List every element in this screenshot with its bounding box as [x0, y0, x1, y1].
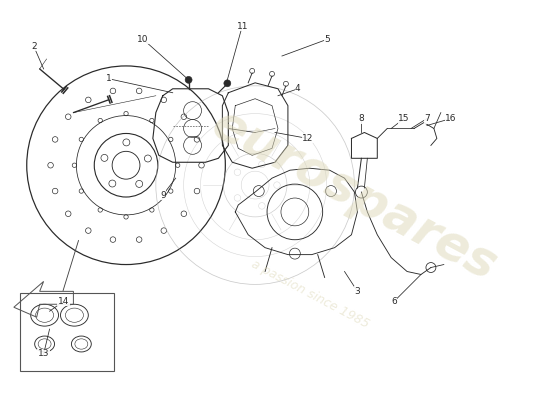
Text: 9: 9 — [160, 190, 166, 200]
Text: 13: 13 — [38, 350, 50, 358]
Text: 2: 2 — [31, 42, 36, 50]
Circle shape — [224, 80, 231, 87]
Text: 11: 11 — [236, 22, 248, 31]
Text: a passion since 1985: a passion since 1985 — [249, 258, 371, 331]
Text: 1: 1 — [106, 74, 112, 83]
Text: 4: 4 — [295, 84, 301, 93]
Text: 10: 10 — [137, 35, 148, 44]
Text: 3: 3 — [355, 287, 360, 296]
Text: eurospares: eurospares — [204, 100, 505, 290]
Text: 8: 8 — [359, 114, 364, 123]
Bar — [20, 293, 114, 371]
Text: 14: 14 — [58, 297, 69, 306]
Text: 7: 7 — [424, 114, 430, 123]
Circle shape — [185, 76, 192, 83]
Text: 6: 6 — [391, 297, 397, 306]
Text: 15: 15 — [398, 114, 410, 123]
Text: 16: 16 — [445, 114, 456, 123]
Text: 5: 5 — [324, 35, 331, 44]
Text: 12: 12 — [302, 134, 314, 143]
